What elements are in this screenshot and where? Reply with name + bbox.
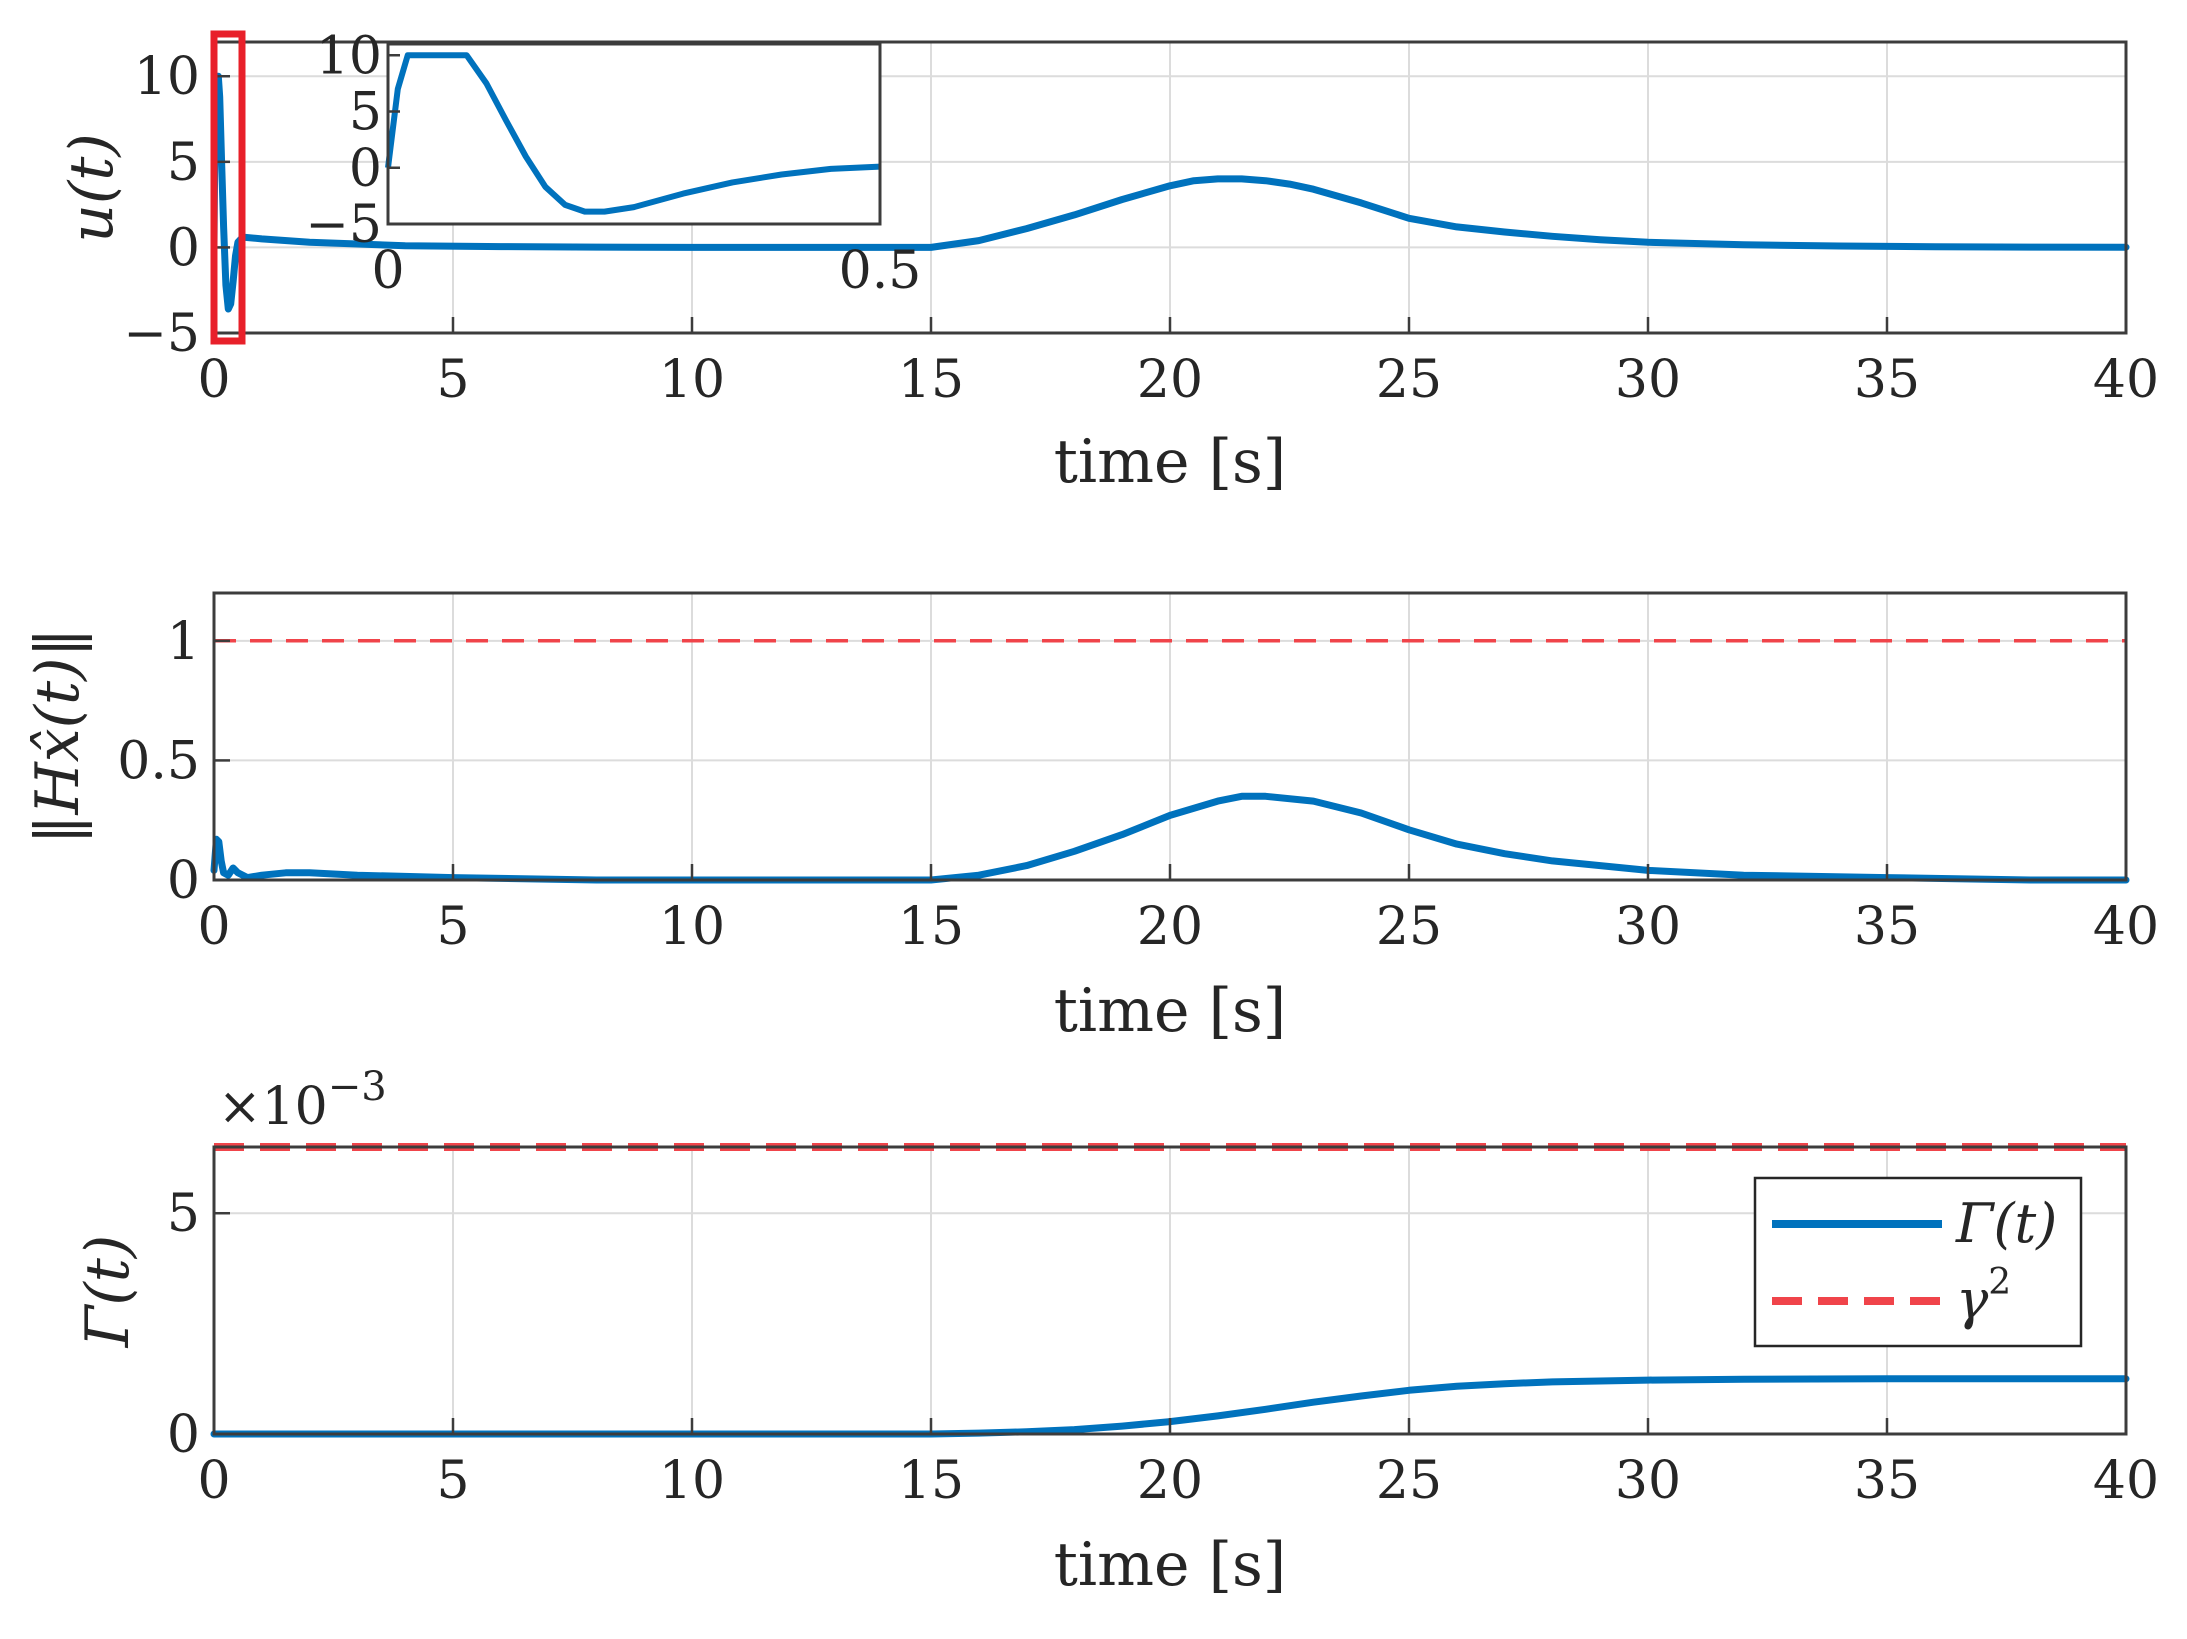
- xtick-label: 25: [1376, 350, 1442, 410]
- xtick-label: 10: [659, 1451, 725, 1511]
- legend-box: [1753, 1176, 2083, 1348]
- xtick-label: 35: [1854, 897, 1920, 957]
- ylabel-top: u(t): [57, 133, 127, 243]
- legend-label-gamma-sq: γ2: [1956, 1262, 2011, 1331]
- inset-frame: [386, 42, 882, 226]
- xtick-label: 5: [436, 897, 469, 957]
- xtick-label: 20: [1137, 1451, 1203, 1511]
- exponent-label: ×10−3: [218, 1064, 387, 1137]
- xtick-label: 10: [659, 897, 725, 957]
- legend: Γ(t) γ2: [1753, 1176, 2083, 1348]
- ylabel-bottom: Γ(t): [73, 1235, 143, 1349]
- exponent-power: −3: [328, 1064, 387, 1110]
- xtick-label: 0: [197, 1451, 230, 1511]
- xtick-label: 20: [1137, 897, 1203, 957]
- xtick-label: 25: [1376, 1451, 1442, 1511]
- inset-series-line: [385, 52, 881, 215]
- xtick-label: 35: [1854, 350, 1920, 410]
- xtick-label: 30: [1615, 1451, 1681, 1511]
- xtick-label: 15: [898, 350, 964, 410]
- xtick-label: 30: [1615, 350, 1681, 410]
- ytick-label: 0: [167, 851, 200, 911]
- series-line-top-0: [210, 72, 2130, 313]
- ytick-label: 5: [167, 1184, 200, 1244]
- xlabel-top: time [s]: [1054, 427, 1286, 497]
- subplot-norm: 0 5 10 15 20 25 30 35 40 0 0.5 1 time [s] ‖Hx̂(t)‖: [23, 591, 2159, 1046]
- ylabel-middle: ‖Hx̂(t)‖: [23, 627, 93, 844]
- inset-ytick-label: 0: [349, 139, 382, 199]
- zoom-highlight-box: [210, 30, 246, 345]
- ytick-label: 0.5: [117, 731, 200, 791]
- xtick-label: 15: [898, 897, 964, 957]
- inset-background: [388, 44, 880, 224]
- xtick-label: 30: [1615, 897, 1681, 957]
- legend-gamma-superscript: 2: [1988, 1262, 2011, 1303]
- ytick-label: 1: [167, 612, 200, 672]
- xtick-label: 10: [659, 350, 725, 410]
- xtick-label: 5: [436, 1451, 469, 1511]
- subplot-gamma: 0 5 10 15 20 25 30 35 40 0 5 time [s] Γ(t) ×10−3 Γ…: [73, 1064, 2159, 1600]
- series-line-middle-0: [210, 792, 2130, 884]
- xtick-label: 40: [2093, 897, 2159, 957]
- ytick-label: 5: [167, 133, 200, 193]
- inset-ytick-label: −5: [305, 195, 382, 255]
- legend-gamma-base: γ: [1956, 1268, 1989, 1331]
- inset-xtick-label: 0.5: [839, 241, 922, 301]
- xlabel-middle: time [s]: [1054, 976, 1286, 1046]
- xtick-label: 40: [2093, 1451, 2159, 1511]
- inset-ytick-label: 5: [349, 83, 382, 143]
- xtick-label: 15: [898, 1451, 964, 1511]
- legend-label-gamma-t: Γ(t): [1955, 1192, 2057, 1255]
- inset-ytick-label: 10: [316, 26, 382, 86]
- xtick-label: 25: [1376, 897, 1442, 957]
- xtick-label: 5: [436, 350, 469, 410]
- xtick-label: 0: [197, 350, 230, 410]
- xtick-label: 35: [1854, 1451, 1920, 1511]
- ytick-label: 0: [167, 218, 200, 278]
- ytick-label: −5: [123, 304, 200, 364]
- inset-xtick-label: 0: [371, 241, 404, 301]
- xtick-label: 40: [2093, 350, 2159, 410]
- ytick-label: 10: [134, 47, 200, 107]
- xtick-label: 20: [1137, 350, 1203, 410]
- xlabel-bottom: time [s]: [1054, 1530, 1286, 1600]
- ytick-label: 0: [167, 1405, 200, 1465]
- exponent-base: ×10: [218, 1077, 328, 1137]
- xtick-label: 0: [197, 897, 230, 957]
